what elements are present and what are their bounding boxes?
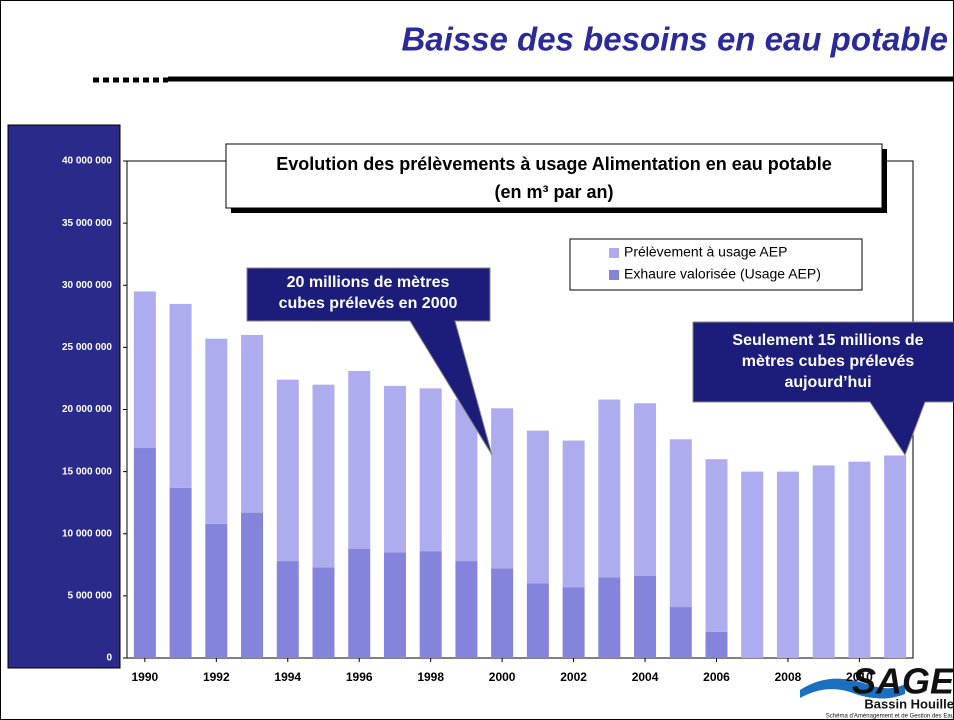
bar-segment [455, 561, 478, 658]
bar-segment [348, 548, 371, 658]
y-tick-label: 5 000 000 [68, 591, 113, 602]
bar-segment [669, 607, 692, 658]
bar-segment [598, 577, 621, 658]
callout-text: mètres cubes prélevés [742, 353, 915, 370]
logo: SAGE Bassin Houille Schéma d'Aménagement… [800, 661, 954, 720]
bar-segment [241, 334, 264, 513]
callout-text: cubes prélevés en 2000 [279, 295, 458, 312]
x-tick-label: 1998 [417, 670, 444, 684]
bar-segment [491, 408, 514, 569]
bar-segment [705, 459, 728, 632]
x-tick-label: 2000 [489, 670, 516, 684]
logo-region: Bassin Houille [864, 696, 954, 711]
bar-segment [455, 399, 478, 562]
y-tick-label: 40 000 000 [62, 156, 112, 167]
chart-subtitle: (en m³ par an) [494, 182, 613, 202]
bar-segment [383, 552, 406, 658]
legend-swatch [609, 248, 619, 258]
y-tick-label: 25 000 000 [62, 342, 112, 353]
callout [692, 321, 954, 457]
bar-segment [169, 487, 192, 658]
x-tick-label: 1990 [132, 670, 159, 684]
bar-segment [276, 379, 299, 562]
bar-segment [562, 587, 585, 658]
bar-segment [526, 583, 549, 658]
y-tick-label: 15 000 000 [62, 466, 112, 477]
callout [246, 267, 493, 456]
bar-segment [205, 523, 228, 658]
logo-wave [800, 678, 905, 699]
axis-panel [7, 124, 121, 669]
legend: Prélèvement à usage AEP Exhaure valorisée… [609, 244, 821, 282]
chart-title-box: Evolution des prélèvements à usage Alime… [225, 143, 887, 213]
bar-segment [312, 384, 335, 568]
legend-label: Exhaure valorisée (Usage AEP) [624, 266, 821, 282]
bar-segment [634, 575, 657, 658]
x-tick-label: 2010 [846, 670, 873, 684]
x-tick-label: 2002 [560, 670, 587, 684]
bar-segment [383, 385, 406, 553]
bar-segment [884, 455, 907, 658]
legend-label: Prélèvement à usage AEP [624, 244, 787, 260]
bar-segment [419, 388, 442, 552]
bar-segment [562, 440, 585, 588]
y-tick-label: 35 000 000 [62, 218, 112, 229]
box [225, 143, 883, 209]
slide-title: Baisse des besoins en eau potable [401, 21, 948, 58]
y-tick-label: 30 000 000 [62, 280, 112, 291]
x-tick-label: 1994 [274, 670, 301, 684]
bar-segment [348, 370, 371, 549]
bar-segment [848, 461, 871, 658]
bar-segment [491, 568, 514, 658]
x-tick-label: 1996 [346, 670, 373, 684]
bar-segment [205, 338, 228, 524]
bar-segment [133, 291, 156, 449]
bar-segment [776, 471, 799, 658]
marks [123, 160, 907, 662]
x-tick-label: 2006 [703, 670, 730, 684]
callout-text: aujourd’hui [784, 374, 871, 391]
y-tick-label: 20 000 000 [62, 404, 112, 415]
bar-segment [705, 631, 728, 658]
bar-segment [598, 399, 621, 578]
chart-title: Evolution des prélèvements à usage Alime… [276, 154, 831, 174]
logo-caption: Schéma d'Aménagement et de Gestion des E… [826, 714, 954, 720]
bar-segment [169, 303, 192, 488]
bar-segment [276, 561, 299, 658]
bar-segment [312, 567, 335, 658]
bar-segment [241, 512, 264, 658]
y-tick-label: 10 000 000 [62, 528, 112, 539]
bar-segment [133, 448, 156, 658]
bar-segment [812, 465, 835, 658]
bar-segment [419, 551, 442, 658]
legend-swatch [609, 270, 619, 280]
annotations: 20 millions de mètres cubes prélevés en 2… [279, 274, 924, 391]
callout-text: 20 millions de mètres [287, 274, 450, 291]
x-tick-label: 2004 [632, 670, 659, 684]
bar-segment [526, 430, 549, 584]
bar-segment [741, 471, 764, 658]
bar-segment [669, 439, 692, 608]
legend-box [569, 238, 863, 291]
y-tick-label: 0 [106, 653, 112, 664]
logo-name: SAGE [852, 661, 954, 702]
bar-segment [634, 403, 657, 576]
x-tick-label: 2008 [775, 670, 802, 684]
x-tick-label: 1992 [203, 670, 230, 684]
callout-text: Seulement 15 millions de [732, 332, 923, 349]
